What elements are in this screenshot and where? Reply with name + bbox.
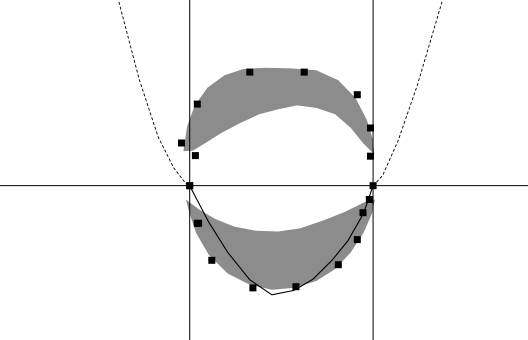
curve-dashed-1 — [372, 1, 443, 187]
marker-point-17 — [353, 236, 361, 244]
marker-point-13 — [208, 256, 216, 264]
marker-point-16 — [334, 261, 342, 269]
marker-point-8 — [367, 124, 374, 132]
marker-point-14 — [249, 284, 257, 292]
filled-regions — [183, 67, 375, 290]
marker-point-3 — [191, 152, 199, 160]
marker-point-11 — [186, 182, 194, 190]
marker-point-5 — [246, 68, 254, 76]
marker-point-7 — [353, 91, 361, 99]
curve-dashed-0 — [118, 1, 190, 187]
marker-point-10 — [369, 182, 377, 190]
marker-point-9 — [367, 152, 374, 160]
marker-point-12 — [195, 219, 203, 227]
marker-point-1 — [193, 100, 201, 108]
region-upper-band — [183, 67, 375, 155]
marker-point-6 — [300, 68, 308, 76]
marker-point-2 — [178, 139, 185, 147]
region-lower-band — [185, 199, 375, 290]
marker-point-19 — [365, 196, 373, 203]
marker-point-15 — [292, 283, 300, 291]
markers — [178, 68, 377, 292]
curve-solid-2 — [189, 185, 374, 296]
marker-point-18 — [359, 209, 367, 217]
